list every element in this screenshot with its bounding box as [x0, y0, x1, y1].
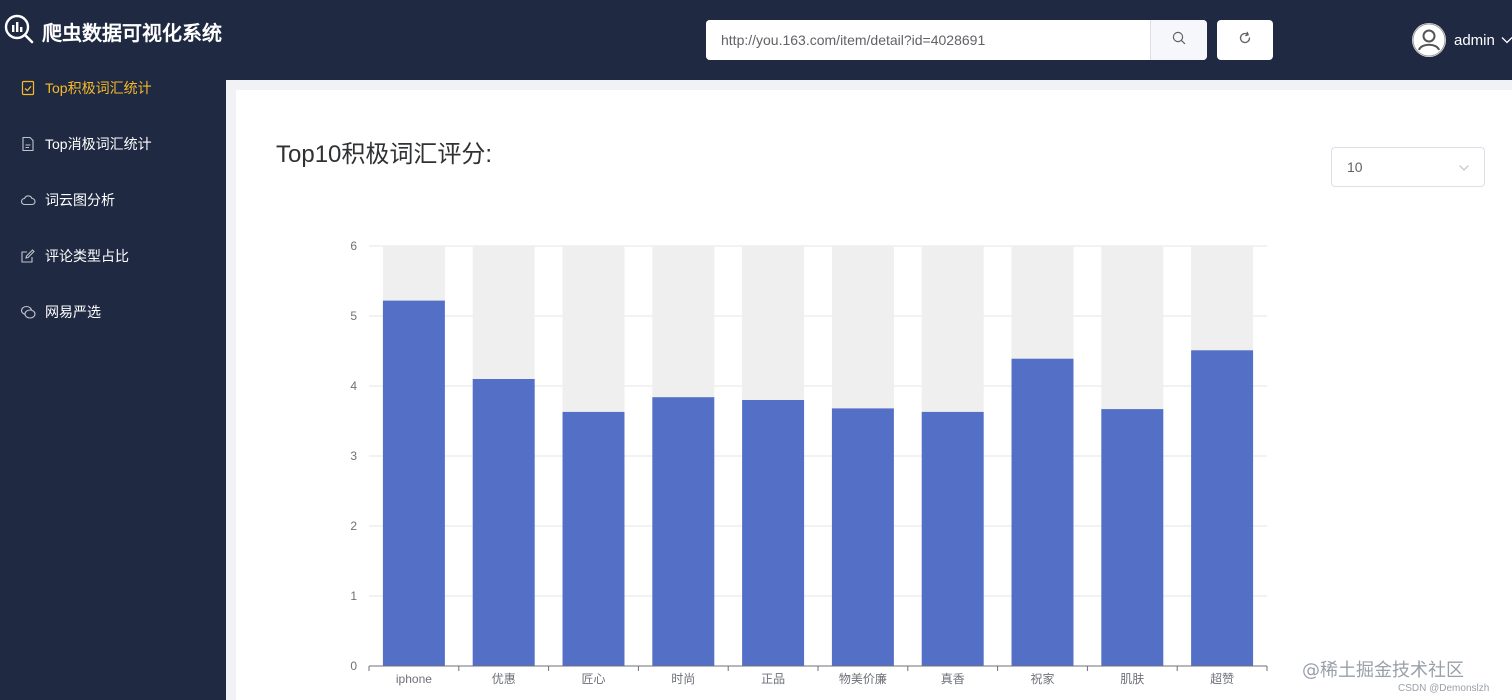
y-tick-label: 5 [350, 309, 357, 323]
bar [1101, 409, 1164, 666]
x-tick-label: 真香 [941, 672, 965, 686]
y-tick-label: 1 [350, 589, 357, 603]
y-tick-label: 2 [350, 519, 357, 533]
sidebar-item-label: 评论类型占比 [45, 248, 129, 264]
x-tick-label: 匠心 [581, 672, 605, 686]
sidebar-item-comment-ratio[interactable]: 评论类型占比 [0, 228, 226, 284]
sidebar: Top积极词汇统计 Top消极词汇统计 词云图分析 评论类型占比 [0, 60, 226, 700]
x-tick-label: 时尚 [671, 672, 695, 686]
chevron-down-icon[interactable] [1501, 31, 1512, 49]
x-tick-label: 祝家 [1030, 671, 1054, 686]
y-tick-label: 3 [350, 449, 357, 463]
edit-icon [20, 248, 36, 264]
bar-chart: 0 1 2 3 4 5 6 iphone 优惠 匠心 时尚 正品 物美价廉 真香 祝家 肌肤 超赞 [350, 239, 1268, 686]
url-search-box [706, 20, 1207, 60]
app-title: 爬虫数据可视化系统 [42, 23, 222, 45]
username[interactable]: admin [1454, 31, 1495, 49]
url-input[interactable] [706, 20, 1150, 60]
x-tick-label: 肌肤 [1120, 671, 1144, 686]
checked-document-icon [20, 80, 36, 96]
document-icon [20, 136, 36, 152]
sidebar-item-label: 词云图分析 [45, 192, 115, 208]
y-tick-label: 6 [350, 239, 357, 253]
refresh-icon [1238, 31, 1252, 50]
bar [1191, 350, 1254, 666]
bar [382, 300, 445, 666]
select-value: 10 [1347, 159, 1363, 175]
logo: 爬虫数据可视化系统 [4, 14, 222, 49]
bar [652, 397, 715, 666]
bar [562, 411, 625, 666]
sidebar-item-top-negative[interactable]: Top消极词汇统计 [0, 116, 226, 172]
cloud-icon [20, 192, 36, 208]
y-tick-label: 0 [350, 659, 357, 673]
main-content: Top10积极词汇评分: 10 0 1 2 3 4 5 6 iphone 优惠 匠心 时尚 正品 物美价… [226, 80, 1512, 700]
user-icon [1412, 23, 1446, 57]
x-tick-label: 超赞 [1210, 671, 1234, 686]
bar [921, 411, 984, 666]
top-bar: 爬虫数据可视化系统 adm [0, 0, 1512, 80]
top-n-select[interactable]: 10 [1331, 147, 1485, 187]
chevron-down-icon [1458, 159, 1470, 175]
x-tick-label: 物美价廉 [839, 671, 887, 686]
watermark-credit: CSDN @Demonslzh [1398, 683, 1490, 694]
y-tick-label: 4 [350, 379, 357, 393]
x-tick-label: 优惠 [492, 672, 516, 686]
watermark: @稀土掘金技术社区 [1302, 660, 1464, 681]
x-tick-label: 正品 [761, 672, 785, 686]
chart-card: Top10积极词汇评分: 10 0 1 2 3 4 5 6 iphone 优惠 匠心 时尚 正品 物美价… [236, 90, 1512, 700]
search-button[interactable] [1150, 20, 1207, 60]
bar [1011, 358, 1074, 666]
chat-icon [20, 304, 36, 320]
sidebar-item-top-positive[interactable]: Top积极词汇统计 [0, 60, 226, 116]
sidebar-item-label: Top积极词汇统计 [45, 80, 152, 96]
user-menu[interactable]: admin [1412, 23, 1512, 57]
sidebar-item-netease[interactable]: 网易严选 [0, 284, 226, 340]
bar [742, 400, 805, 666]
bar [831, 408, 894, 666]
x-tick-label: iphone [396, 672, 432, 686]
avatar[interactable] [1412, 23, 1446, 57]
refresh-button[interactable] [1217, 20, 1273, 60]
sidebar-item-wordcloud[interactable]: 词云图分析 [0, 172, 226, 228]
bar [472, 379, 535, 666]
sidebar-item-label: Top消极词汇统计 [45, 136, 152, 152]
sidebar-item-label: 网易严选 [45, 304, 101, 320]
chart-search-icon [4, 14, 34, 49]
search-icon [1172, 31, 1186, 50]
page-title: Top10积极词汇评分: [276, 141, 493, 168]
